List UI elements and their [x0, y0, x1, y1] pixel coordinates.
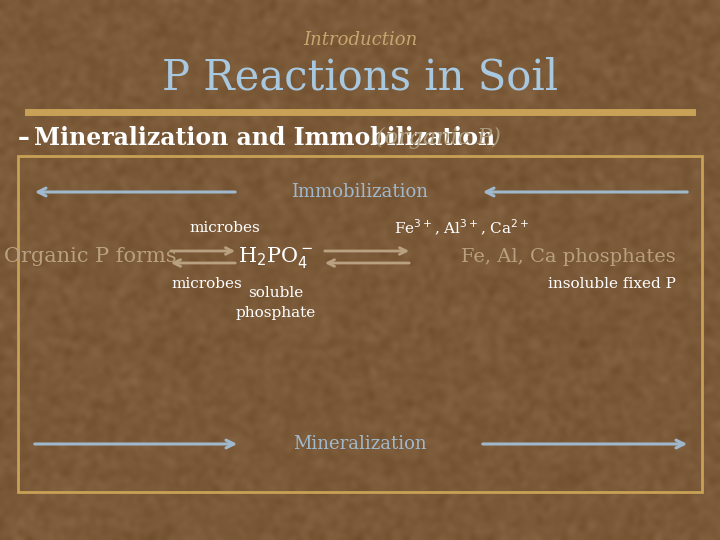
Text: Mineralization and Immobilization: Mineralization and Immobilization — [34, 126, 495, 150]
Text: soluble
phosphate: soluble phosphate — [236, 286, 316, 320]
Text: H$_2$PO$_4^-$: H$_2$PO$_4^-$ — [238, 245, 314, 269]
Text: Organic P forms: Organic P forms — [4, 247, 176, 267]
Text: Mineralization: Mineralization — [293, 435, 427, 453]
Text: microbes: microbes — [171, 277, 243, 291]
Text: Fe$^{3+}$, Al$^{3+}$, Ca$^{2+}$: Fe$^{3+}$, Al$^{3+}$, Ca$^{2+}$ — [395, 218, 530, 238]
Text: Immobilization: Immobilization — [292, 183, 428, 201]
Text: microbes: microbes — [189, 221, 261, 235]
Text: P Reactions in Soil: P Reactions in Soil — [162, 56, 558, 98]
Text: Fe, Al, Ca phosphates: Fe, Al, Ca phosphates — [461, 248, 675, 266]
Text: Introduction: Introduction — [303, 31, 417, 49]
Text: insoluble fixed P: insoluble fixed P — [548, 277, 676, 291]
Text: (organic P): (organic P) — [376, 127, 501, 149]
Text: –: – — [18, 126, 30, 150]
